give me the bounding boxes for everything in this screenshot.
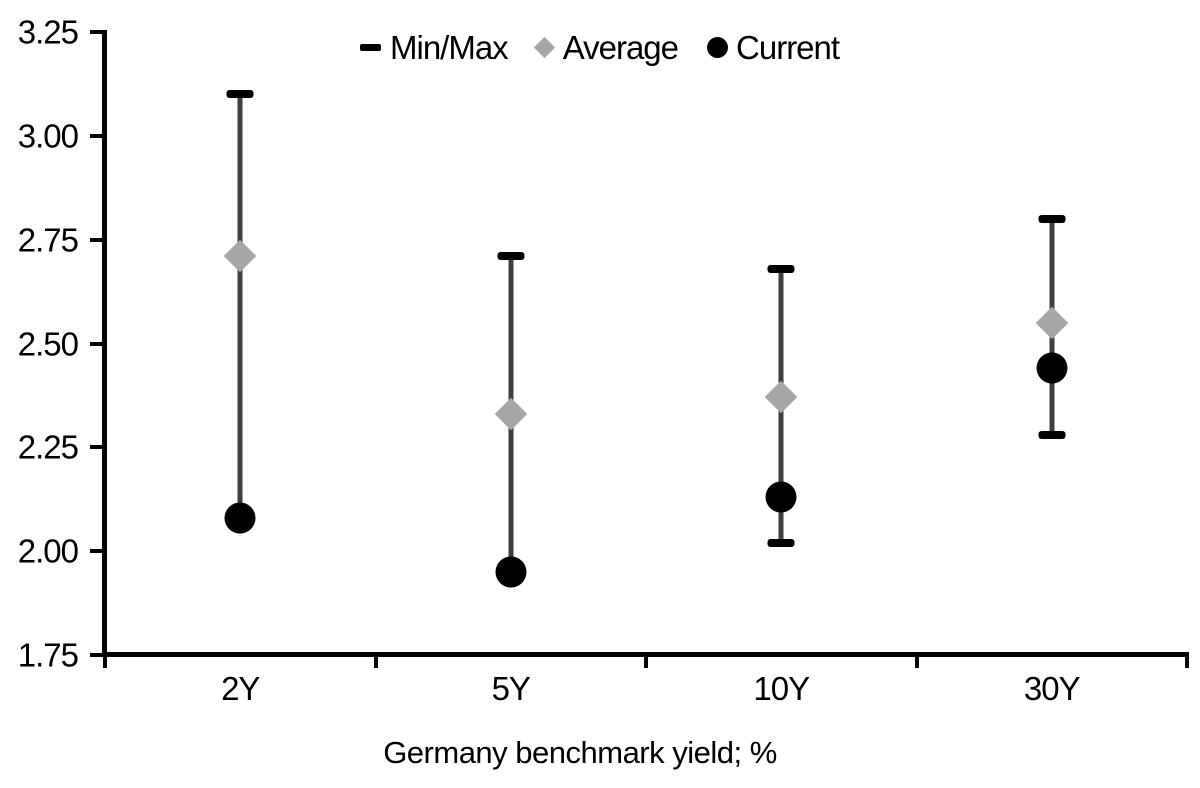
average-diamond-icon — [533, 36, 555, 59]
x-tick — [1185, 652, 1189, 668]
legend-item-current: Current — [707, 29, 840, 66]
x-category-label: 30Y — [1023, 670, 1081, 707]
x-tick — [644, 652, 648, 668]
legend-label-minmax: Min/Max — [390, 29, 509, 66]
y-tick — [90, 549, 103, 554]
min-cap-10y — [767, 538, 795, 547]
y-tick-label: 2.00 — [17, 532, 79, 570]
x-category-label: 5Y — [491, 670, 531, 707]
current-marker-5y — [495, 556, 527, 588]
x-tick — [914, 652, 919, 668]
average-marker-30y — [1035, 306, 1069, 339]
x-tick — [103, 652, 107, 668]
x-category-label: 2Y — [221, 670, 260, 707]
average-marker-10y — [764, 381, 798, 414]
y-tick — [90, 445, 103, 450]
y-tick — [90, 341, 103, 346]
legend-label-current: Current — [736, 29, 840, 66]
y-tick-label: 2.75 — [17, 221, 79, 259]
legend-label-average: Average — [562, 29, 679, 66]
y-tick-label: 2.25 — [17, 428, 79, 466]
legend-item-average: Average — [533, 29, 679, 66]
y-tick-label: 3.25 — [17, 13, 79, 51]
y-tick — [90, 133, 103, 138]
y-tick — [90, 653, 103, 657]
x-tick — [373, 652, 378, 668]
max-cap-10y — [767, 264, 795, 273]
x-axis-title: Germany benchmark yield; % — [383, 735, 777, 770]
legend-item-minmax: Min/Max — [360, 29, 509, 66]
y-tick-label: 1.75 — [17, 636, 79, 674]
y-axis-line — [102, 30, 107, 657]
average-marker-5y — [494, 397, 528, 431]
current-marker-2y — [224, 502, 256, 534]
range-line-2y — [237, 94, 243, 518]
y-tick-label: 3.00 — [17, 117, 79, 155]
y-tick — [90, 30, 103, 34]
current-marker-10y — [765, 481, 797, 513]
y-tick — [90, 237, 103, 242]
max-cap-2y — [226, 90, 254, 99]
current-circle-icon — [707, 37, 729, 58]
current-marker-30y — [1036, 352, 1068, 384]
legend: Min/Max Average Current — [360, 29, 840, 66]
minmax-dash-icon — [360, 44, 381, 51]
min-cap-30y — [1038, 430, 1066, 439]
x-category-label: 10Y — [753, 670, 810, 707]
max-cap-30y — [1038, 214, 1066, 223]
y-tick-label: 2.50 — [17, 325, 79, 362]
max-cap-5y — [497, 252, 525, 261]
average-marker-2y — [223, 240, 257, 273]
